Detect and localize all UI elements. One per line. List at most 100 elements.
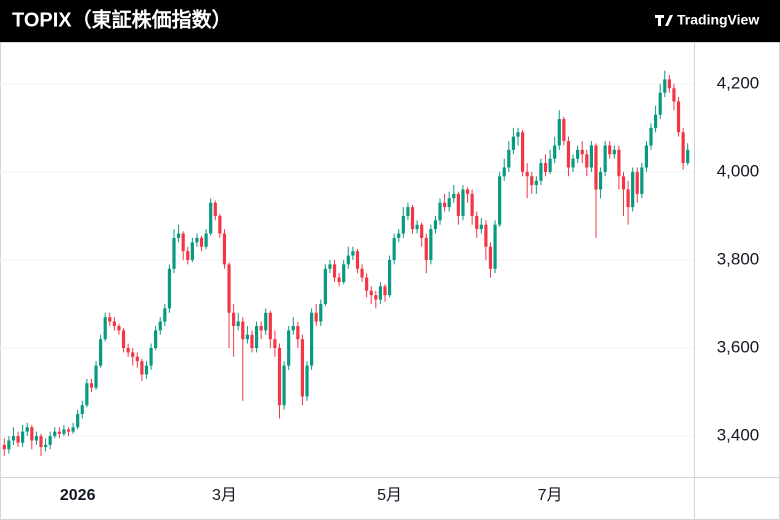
candle-body: [511, 136, 516, 150]
candle-body: [112, 321, 116, 326]
candle-body: [681, 132, 685, 164]
candle-body: [149, 347, 153, 366]
candle-body: [57, 431, 61, 434]
candle-body: [548, 158, 552, 172]
candle-body: [62, 429, 66, 434]
x-tick-label: 3月: [212, 487, 237, 504]
candle-body: [429, 229, 433, 260]
candle-body: [360, 268, 364, 278]
candle-body: [644, 145, 649, 168]
candle-body: [686, 149, 690, 164]
candle-body: [296, 325, 300, 340]
candle-body: [621, 176, 626, 190]
candle-body: [498, 176, 502, 225]
candle-body: [76, 414, 80, 428]
candle-body: [342, 264, 346, 282]
y-tick-label: 4,200: [717, 73, 760, 92]
candle-body: [589, 145, 593, 168]
candle-body: [167, 268, 172, 309]
candle-body: [323, 268, 327, 304]
candle-body: [2, 444, 6, 450]
candle-body: [337, 277, 341, 282]
chart-title: TOPIX（東証株価指数）: [12, 7, 232, 31]
candle-body: [667, 79, 671, 89]
candle-body: [319, 303, 323, 322]
candle-body: [676, 101, 681, 133]
candle-body: [640, 167, 644, 194]
candle-body: [71, 427, 75, 432]
candle-body: [585, 154, 589, 168]
candle-body: [576, 149, 580, 159]
candle-body: [484, 224, 488, 247]
candle-body: [209, 202, 213, 234]
candle-body: [351, 251, 355, 256]
candle-body: [53, 431, 57, 437]
candle-body: [603, 145, 607, 172]
candle-body: [365, 277, 369, 291]
candle-body: [438, 202, 442, 221]
candle-body: [232, 312, 236, 326]
candle-body: [227, 264, 231, 313]
candle-body: [594, 145, 598, 190]
candle-body: [562, 119, 566, 142]
candle-body: [406, 207, 410, 216]
candle-body: [250, 334, 254, 348]
candle-body: [328, 264, 332, 269]
candle-body: [264, 312, 268, 331]
candle-body: [566, 141, 571, 168]
candle-body: [332, 264, 337, 278]
candle-body: [539, 163, 543, 181]
candle-body: [181, 233, 185, 252]
candle-body: [456, 193, 460, 216]
candle-body: [195, 237, 199, 243]
candle-body: [34, 436, 38, 441]
candle-body: [140, 361, 144, 375]
candle-body: [557, 119, 561, 146]
candle-body: [502, 167, 506, 177]
candle-body: [85, 383, 89, 406]
candle-body: [108, 317, 112, 322]
header-bar: [0, 0, 780, 42]
x-tick-label: 2026: [60, 487, 96, 504]
candle-body: [186, 251, 190, 260]
source-logo: TradingView: [655, 12, 759, 28]
candle-body: [121, 330, 126, 348]
candle-body: [30, 427, 34, 441]
candle-body: [369, 290, 373, 296]
candle-body: [617, 149, 621, 177]
candle-body: [401, 215, 405, 234]
y-tick-label: 3,600: [717, 337, 760, 356]
y-tick-label: 3,400: [717, 426, 760, 445]
candle-body: [287, 330, 291, 366]
candle-body: [534, 180, 538, 186]
candle-body: [654, 114, 658, 128]
candle-body: [433, 220, 438, 230]
candle-body: [424, 237, 428, 260]
candle-body: [135, 356, 139, 362]
candle-body: [507, 149, 511, 168]
candle-body: [410, 207, 415, 230]
candle-body: [94, 365, 98, 388]
candle-body: [383, 286, 387, 296]
candle-body: [525, 171, 529, 177]
candle-body: [163, 308, 167, 322]
candle-body: [277, 347, 282, 406]
candle-body: [649, 127, 653, 146]
candle-body: [16, 436, 20, 443]
candle-body: [635, 171, 639, 194]
candle-body: [99, 339, 103, 366]
candle-body: [222, 233, 227, 265]
candle-body: [158, 321, 162, 331]
candle-body: [48, 436, 52, 445]
candle-body: [21, 431, 25, 443]
candle-body: [553, 145, 557, 159]
candle-body: [268, 312, 272, 340]
candle-body: [273, 339, 277, 348]
candle-body: [7, 440, 11, 450]
candle-body: [392, 237, 396, 260]
candle-body: [672, 88, 676, 102]
candle-body: [176, 233, 181, 238]
candle-body: [310, 312, 314, 366]
